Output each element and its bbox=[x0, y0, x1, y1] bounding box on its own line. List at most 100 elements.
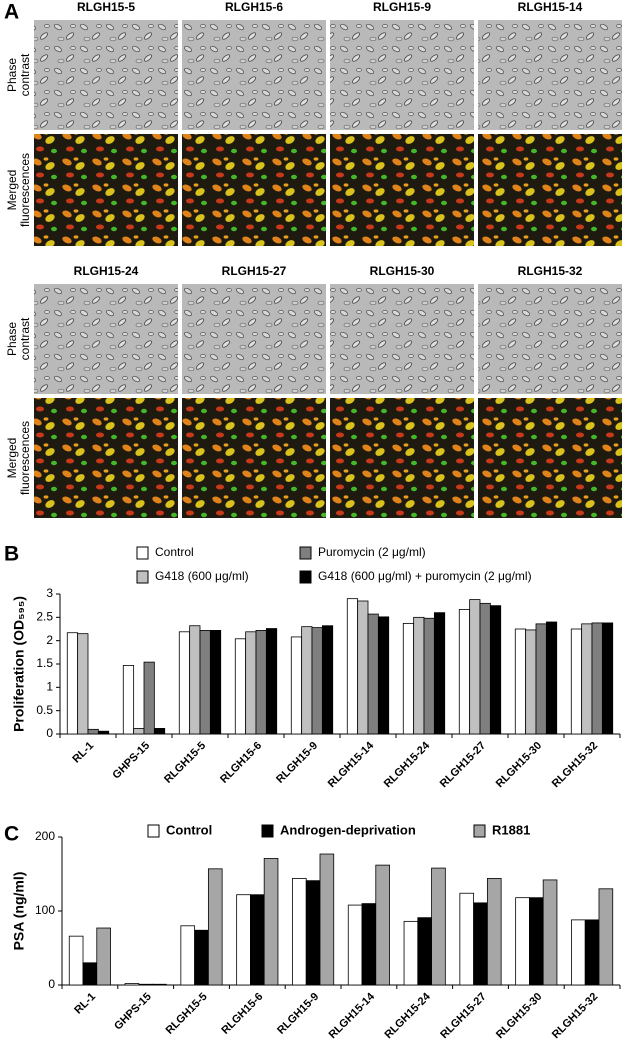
panel-label: C bbox=[4, 823, 19, 846]
bar bbox=[357, 600, 369, 735]
bar bbox=[525, 629, 537, 735]
bar bbox=[311, 627, 323, 735]
micrograph bbox=[478, 284, 622, 394]
x-tick-label: RLGH15-24 bbox=[382, 739, 433, 790]
x-tick-label: RLGH15-30 bbox=[494, 740, 544, 790]
micrograph bbox=[182, 398, 326, 518]
bar bbox=[417, 917, 432, 986]
x-tick-label: RL-1 bbox=[72, 991, 98, 1017]
x-tick-label: RLGH15-9 bbox=[274, 740, 320, 786]
x-tick-label: RLGH15-27 bbox=[438, 740, 488, 790]
bar bbox=[598, 888, 614, 986]
bar bbox=[96, 927, 111, 986]
bar bbox=[133, 728, 145, 735]
micrograph-title: RLGH15-30 bbox=[370, 264, 435, 278]
bar bbox=[402, 623, 415, 735]
x-tick-label: RLGH15-14 bbox=[326, 739, 377, 790]
bar bbox=[138, 983, 153, 986]
y-tick-label: 0.5 bbox=[36, 703, 53, 717]
row-label: contrast bbox=[18, 53, 32, 96]
panel-label: A bbox=[4, 1, 19, 24]
x-tick-label: RLGH15-6 bbox=[218, 740, 264, 786]
y-tick-label: 3 bbox=[46, 586, 53, 600]
bar bbox=[290, 636, 303, 735]
bar bbox=[545, 621, 558, 735]
legend-swatch bbox=[147, 824, 160, 838]
micrograph bbox=[330, 284, 474, 394]
bar bbox=[265, 628, 278, 735]
y-tick-label: 0 bbox=[48, 977, 55, 991]
bar bbox=[515, 897, 530, 986]
x-tick-label: RLGH15-32 bbox=[550, 740, 600, 790]
bar bbox=[209, 630, 222, 735]
bar bbox=[591, 622, 603, 735]
x-tick-label: RLGH15-27 bbox=[438, 991, 488, 1041]
bar bbox=[601, 622, 614, 735]
row-label: Merged bbox=[5, 170, 19, 211]
x-tick-label: RL-1 bbox=[70, 740, 96, 766]
bar bbox=[375, 864, 390, 986]
bar bbox=[529, 897, 544, 986]
bar bbox=[207, 868, 223, 986]
y-tick-label: 2 bbox=[46, 633, 53, 647]
legend-label: Puromycin (2 μg/ml) bbox=[318, 545, 426, 559]
micrograph-title: RLGH15-24 bbox=[74, 264, 139, 278]
bar bbox=[77, 633, 89, 735]
bar bbox=[458, 609, 471, 735]
x-tick-label: RLGH15-24 bbox=[382, 990, 433, 1041]
bar bbox=[194, 929, 209, 986]
legend-label: Androgen-deprivation bbox=[280, 822, 416, 837]
row-label: fluorescences bbox=[18, 421, 32, 495]
bar bbox=[234, 638, 247, 735]
legend-swatch bbox=[136, 546, 149, 560]
row-label: fluorescences bbox=[18, 153, 32, 227]
legend-swatch bbox=[299, 546, 312, 560]
bar bbox=[469, 599, 481, 735]
legend-label: Control bbox=[155, 545, 194, 559]
micrograph bbox=[478, 20, 622, 130]
row-label: Phase bbox=[5, 322, 19, 356]
bar bbox=[535, 623, 547, 735]
bar bbox=[97, 730, 110, 735]
micrograph-title: RLGH15-14 bbox=[518, 0, 583, 14]
bar bbox=[489, 605, 502, 735]
x-tick-label: RLGH15-5 bbox=[162, 740, 208, 786]
micrograph bbox=[330, 20, 474, 130]
y-tick-label: 200 bbox=[35, 829, 55, 843]
bar bbox=[263, 858, 279, 986]
bar bbox=[122, 665, 135, 735]
bar bbox=[143, 661, 155, 735]
bar bbox=[68, 935, 84, 986]
bar bbox=[403, 920, 419, 986]
y-tick-label: 2.5 bbox=[36, 610, 53, 624]
bar bbox=[423, 617, 435, 735]
micrograph-title: RLGH15-5 bbox=[77, 0, 135, 14]
micrograph bbox=[330, 398, 474, 518]
bar bbox=[319, 853, 335, 986]
x-tick-label: RLGH15-6 bbox=[219, 991, 265, 1037]
bar bbox=[346, 598, 359, 735]
micrograph bbox=[330, 134, 474, 246]
bar bbox=[189, 625, 201, 735]
micrograph bbox=[478, 134, 622, 246]
y-tick-label: 100 bbox=[35, 903, 55, 917]
bar bbox=[431, 867, 446, 986]
bar bbox=[250, 894, 265, 986]
y-axis-title: PSA (ng/ml) bbox=[11, 872, 27, 951]
bar bbox=[292, 878, 307, 986]
bar bbox=[180, 925, 196, 986]
bar bbox=[413, 616, 425, 735]
x-tick-label: RLGH15-32 bbox=[550, 991, 600, 1041]
y-axis-title: Proliferation (OD₅₉₅) bbox=[11, 596, 27, 732]
bar bbox=[66, 632, 79, 735]
x-tick-label: RLGH15-30 bbox=[494, 991, 544, 1041]
legend-label: G418 (600 μg/ml) bbox=[155, 569, 249, 583]
bar bbox=[255, 630, 267, 735]
y-tick-label: 1.5 bbox=[36, 656, 53, 670]
bar bbox=[514, 628, 527, 735]
panel-label: B bbox=[4, 543, 19, 566]
row-label: Phase bbox=[5, 58, 19, 92]
bar bbox=[584, 919, 600, 986]
bar bbox=[245, 631, 257, 735]
bar bbox=[347, 904, 363, 986]
